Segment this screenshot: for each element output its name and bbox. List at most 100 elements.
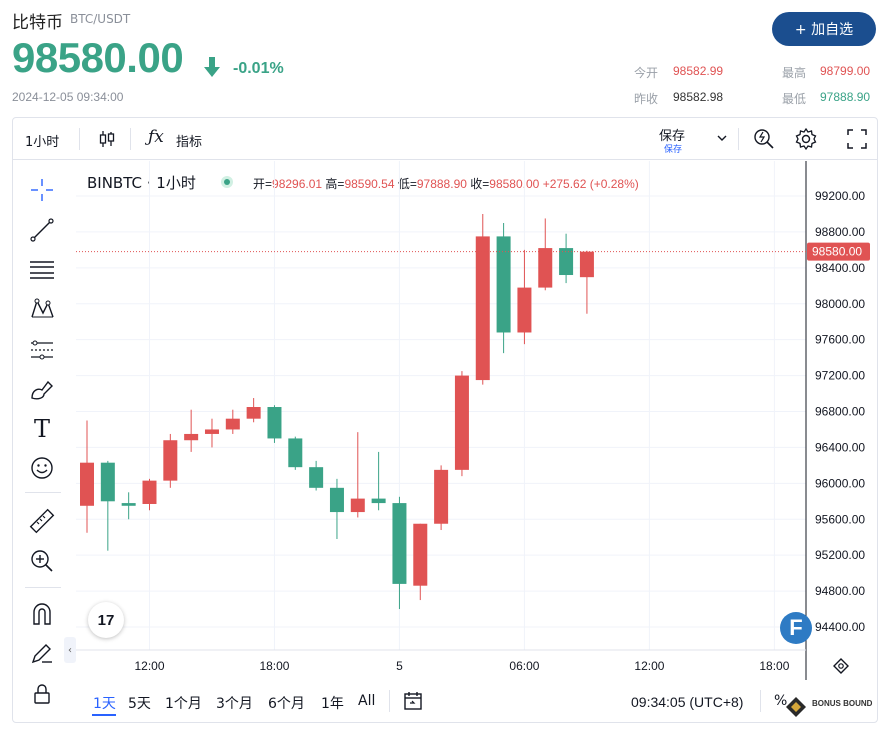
current-price-tag-label: 98580.00 bbox=[812, 245, 862, 259]
legend-close-key: 收= bbox=[470, 177, 490, 191]
fib-retracement-icon[interactable] bbox=[28, 256, 56, 284]
interval-selector[interactable]: 1小时 bbox=[25, 135, 60, 150]
prev-close-label: 昨收 bbox=[634, 92, 659, 106]
open-label: 今开 bbox=[634, 66, 659, 80]
price-tick-label: 95200.00 bbox=[815, 548, 865, 562]
clock-timezone[interactable]: 09:34:05 (UTC+8) bbox=[631, 694, 744, 710]
bottom-divider bbox=[389, 690, 390, 712]
ruler-icon[interactable] bbox=[28, 507, 56, 535]
tradingview-logo[interactable]: 17 bbox=[88, 602, 124, 638]
zoom-in-icon[interactable] bbox=[28, 547, 56, 575]
brush-icon[interactable] bbox=[28, 376, 56, 404]
toolbar-divider bbox=[738, 128, 739, 150]
range-1d[interactable]: 1天 bbox=[93, 696, 116, 712]
candle-body bbox=[267, 407, 282, 439]
time-tick-label: 12:00 bbox=[634, 659, 664, 673]
f-badge-logo[interactable]: F bbox=[780, 612, 812, 644]
collapse-toolbar-button[interactable]: ‹ bbox=[64, 637, 76, 663]
indicators-button[interactable]: 指标 bbox=[176, 135, 203, 150]
prediction-icon[interactable] bbox=[28, 336, 56, 364]
current-price-tag: 98580.00 bbox=[76, 242, 870, 261]
legend-low-key: 低= bbox=[397, 177, 417, 191]
tool-divider bbox=[25, 492, 61, 493]
candle-body bbox=[329, 487, 344, 513]
add-watchlist-button[interactable]: + 加自选 bbox=[772, 12, 876, 46]
trend-line-icon[interactable] bbox=[28, 216, 56, 244]
chart-toolbar bbox=[13, 118, 877, 160]
legend-low: 97888.90 bbox=[416, 177, 467, 191]
draw-mode-icon[interactable] bbox=[28, 640, 56, 668]
save-button[interactable]: 保存 bbox=[659, 129, 686, 144]
candle-body bbox=[288, 438, 303, 468]
fullscreen-icon[interactable] bbox=[846, 128, 868, 150]
bottom-divider bbox=[760, 690, 761, 712]
magnet-icon[interactable] bbox=[28, 600, 56, 628]
candle-body bbox=[246, 407, 261, 419]
range-3m[interactable]: 3个月 bbox=[216, 696, 253, 712]
candle-body bbox=[517, 287, 532, 333]
percent-scale-button[interactable]: % bbox=[774, 693, 788, 709]
price-tick-label: 95600.00 bbox=[815, 512, 865, 526]
low-label: 最低 bbox=[782, 92, 807, 106]
candles-icon[interactable] bbox=[97, 129, 117, 149]
candle-body bbox=[204, 429, 219, 434]
emoji-icon[interactable] bbox=[28, 454, 56, 482]
chart-widget bbox=[12, 117, 878, 723]
quick-search-icon[interactable] bbox=[752, 127, 776, 151]
legend-open-key: 开= bbox=[253, 177, 273, 191]
price-tick-label: 98000.00 bbox=[815, 297, 865, 311]
high-value: 98799.00 bbox=[820, 64, 871, 78]
candle-body bbox=[309, 467, 324, 488]
timestamp: 2024-12-05 09:34:00 bbox=[12, 90, 124, 104]
candle-body bbox=[392, 503, 407, 584]
current-price-tag-bg bbox=[807, 242, 870, 261]
legend-symbol: BINBTC · 1小时 bbox=[87, 174, 196, 192]
time-tick-label: 18:00 bbox=[259, 659, 289, 673]
toolbar-divider bbox=[130, 128, 131, 150]
range-5d[interactable]: 5天 bbox=[128, 696, 151, 712]
axes: 99200.00 98800.00 98400.00 98000.00 97600.00… bbox=[134, 189, 865, 673]
tool-divider bbox=[25, 587, 61, 588]
candle-body bbox=[496, 236, 511, 333]
price-tick-label: 97600.00 bbox=[815, 333, 865, 347]
down-arrow-icon bbox=[204, 57, 220, 77]
grid bbox=[76, 161, 806, 650]
range-1y[interactable]: 1年 bbox=[321, 696, 344, 712]
range-1m[interactable]: 1个月 bbox=[165, 696, 202, 712]
prev-close-value: 98582.98 bbox=[673, 90, 724, 104]
date-range-icon[interactable] bbox=[401, 690, 425, 712]
watermark-logo: BONUS BOUND bbox=[786, 697, 876, 717]
candle-body bbox=[80, 462, 94, 506]
range-6m[interactable]: 6个月 bbox=[268, 696, 305, 712]
price-tick-label: 96000.00 bbox=[815, 476, 865, 490]
market-status-dot bbox=[224, 179, 230, 185]
crosshair-icon[interactable] bbox=[28, 176, 56, 204]
settings-gear-icon[interactable] bbox=[794, 127, 818, 151]
candle-body bbox=[454, 375, 469, 470]
price-tick-label: 98800.00 bbox=[815, 225, 865, 239]
price-tick-label: 97200.00 bbox=[815, 369, 865, 383]
legend-high: 98590.54 bbox=[344, 177, 395, 191]
price-tick-label: 96400.00 bbox=[815, 440, 865, 454]
legend-ohlc: 开=98296.01 高=98590.54 低=97888.90 收=98580… bbox=[253, 175, 639, 192]
range-all[interactable]: All bbox=[358, 693, 376, 709]
legend-close: 98580.00 bbox=[489, 177, 540, 191]
current-price: 98580.00 bbox=[12, 34, 184, 81]
lock-icon[interactable] bbox=[28, 680, 56, 708]
save-status: 保存 bbox=[664, 145, 683, 155]
pattern-icon[interactable] bbox=[28, 295, 56, 323]
fx-icon[interactable]: ƒx bbox=[148, 127, 164, 147]
auto-scale-icon[interactable] bbox=[831, 656, 851, 676]
time-tick-label: 12:00 bbox=[134, 659, 164, 673]
candle-body bbox=[579, 251, 594, 278]
open-value: 98582.99 bbox=[673, 64, 724, 78]
high-label: 最高 bbox=[782, 66, 807, 80]
candle-body bbox=[225, 418, 240, 430]
text-tool-icon[interactable]: T bbox=[33, 415, 50, 443]
legend-open: 98296.01 bbox=[272, 177, 323, 191]
price-change: -0.01% bbox=[233, 60, 284, 77]
chevron-down-icon[interactable] bbox=[716, 133, 728, 143]
toolbar-divider bbox=[79, 128, 80, 150]
candle-body bbox=[350, 498, 365, 513]
